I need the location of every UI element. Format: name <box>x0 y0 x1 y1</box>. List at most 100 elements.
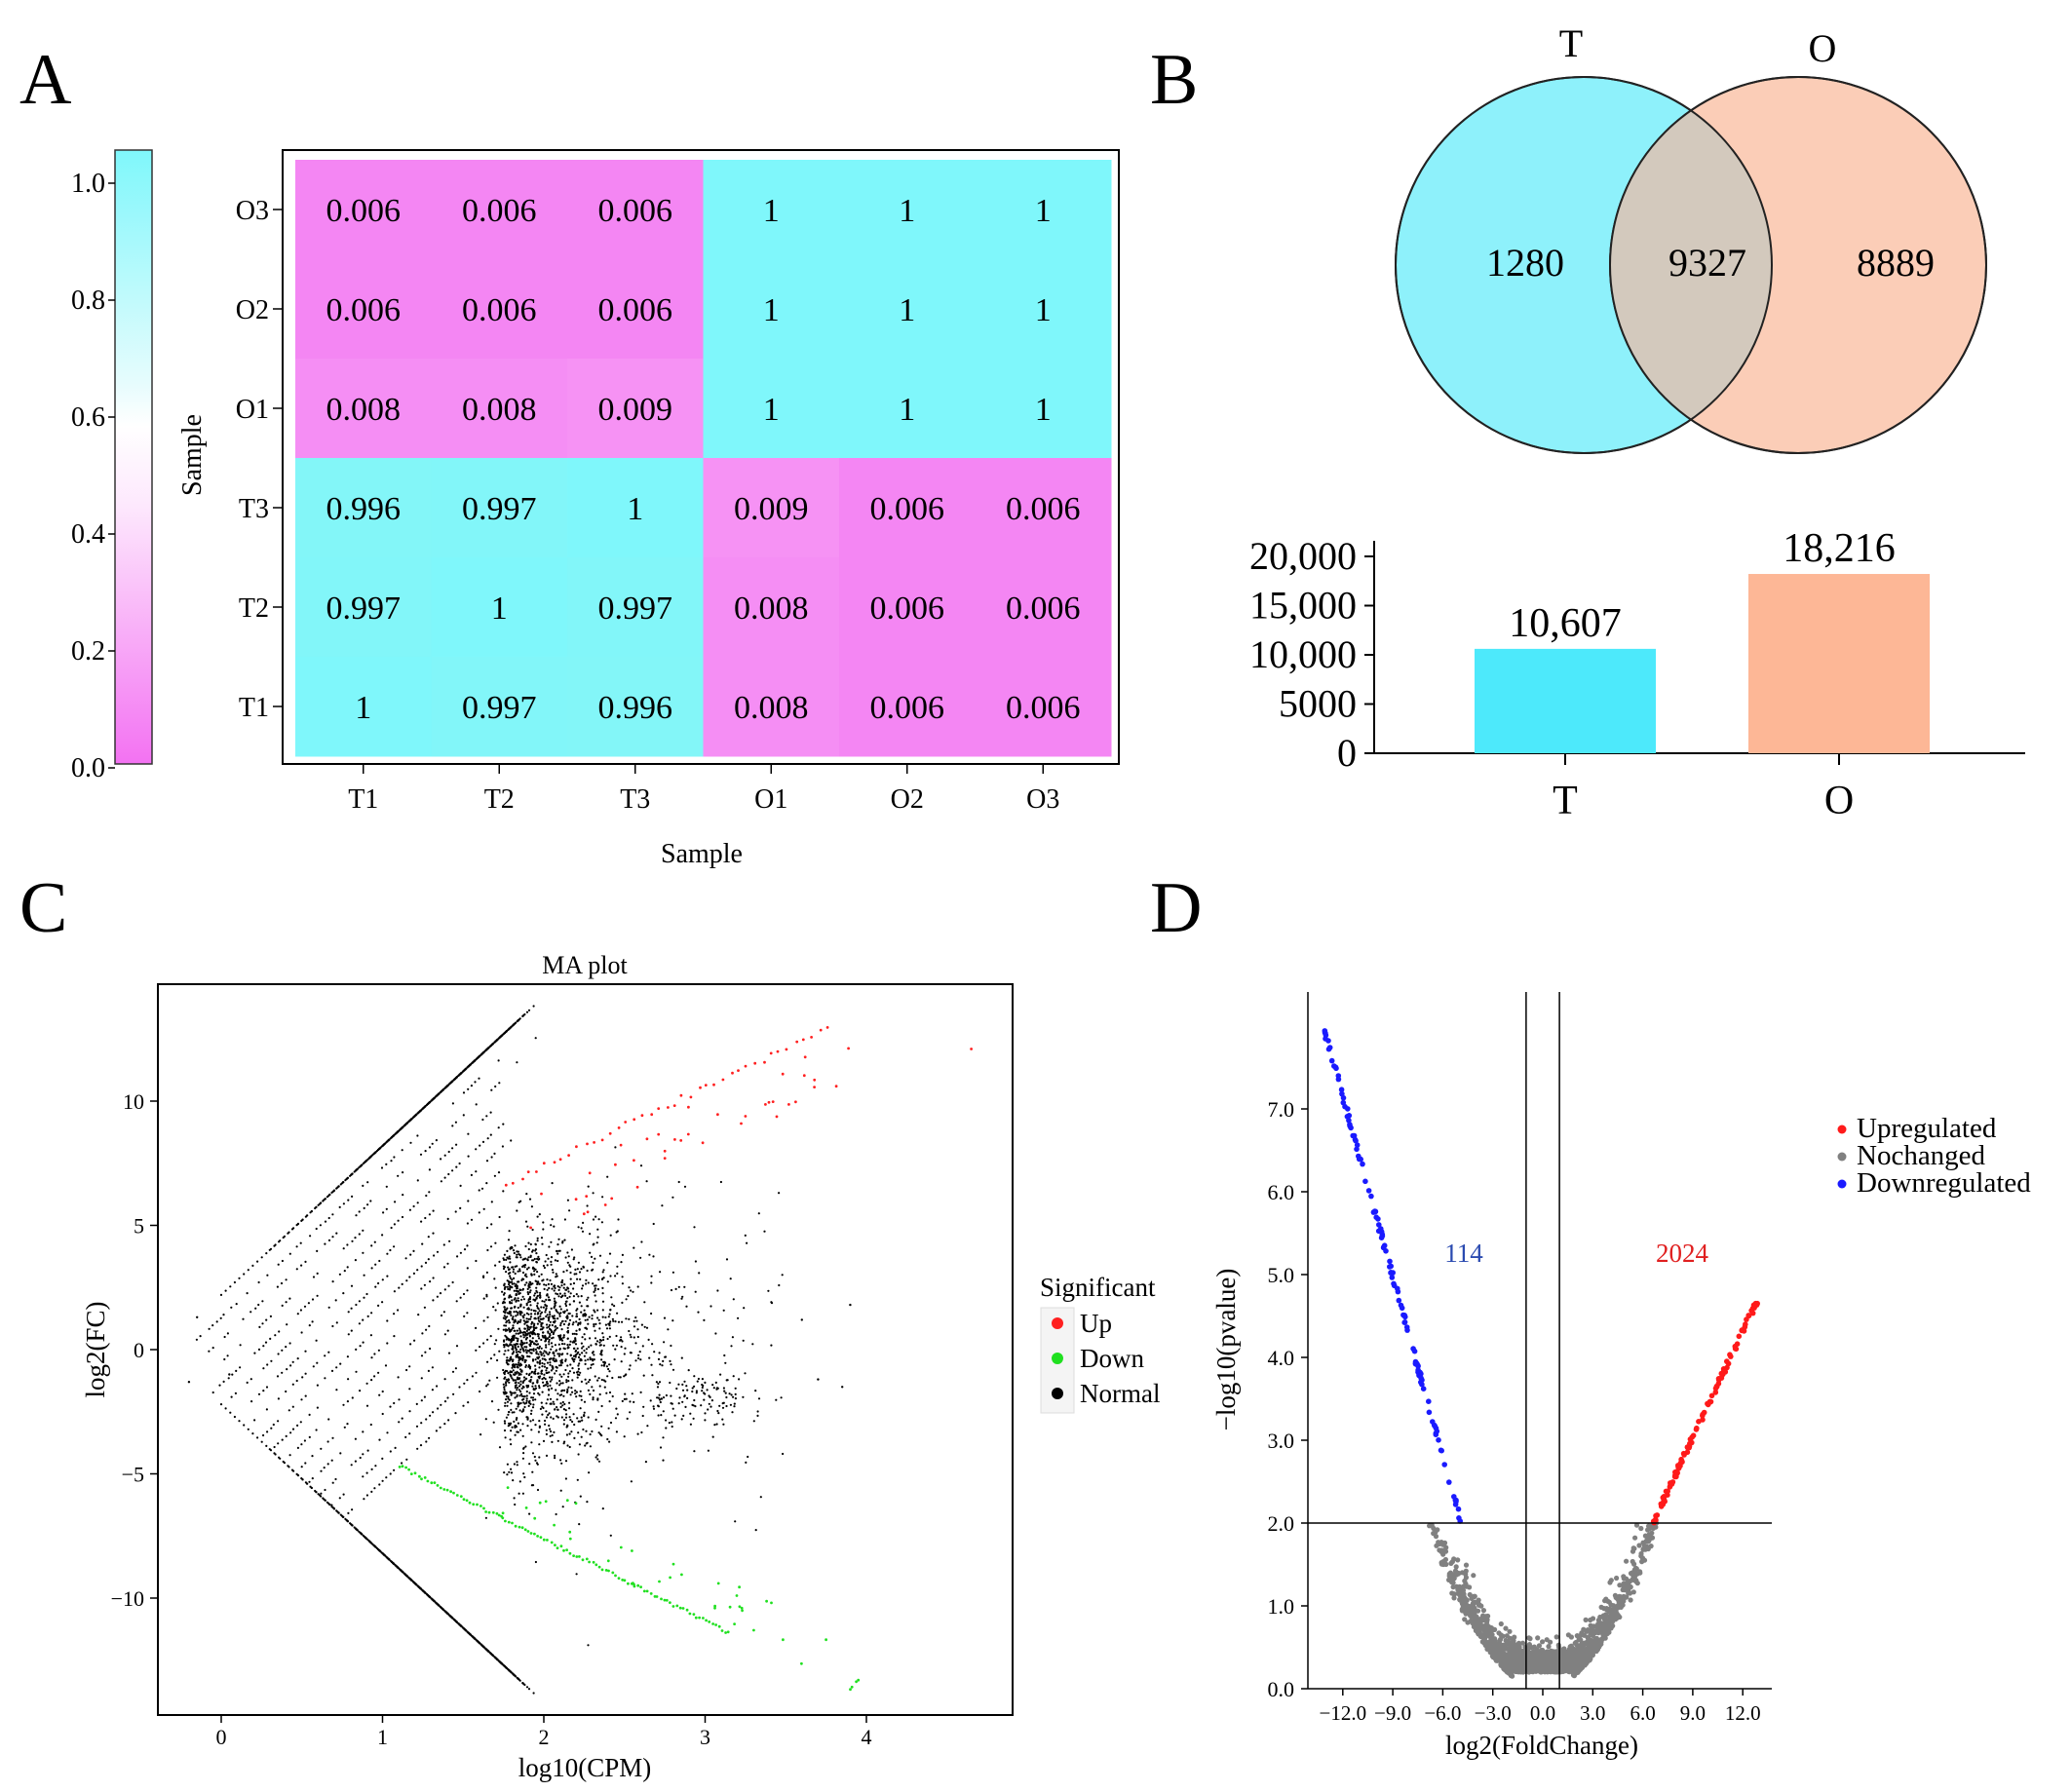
ma-point <box>579 1357 582 1360</box>
ma-point <box>564 1288 567 1291</box>
ma-point-down <box>426 1479 430 1483</box>
ma-point-up <box>686 1132 690 1136</box>
ma-point-down <box>627 1582 630 1585</box>
ma-point <box>531 1259 534 1262</box>
ma-point <box>494 1264 497 1267</box>
ma-point-up <box>721 1078 725 1082</box>
ma-point <box>598 1392 601 1396</box>
ma-point <box>291 1428 295 1430</box>
ma-point <box>506 1370 509 1373</box>
ma-point <box>514 1329 517 1332</box>
ma-point <box>550 1430 553 1433</box>
volcano-point-nc <box>1471 1573 1477 1579</box>
ma-point <box>712 1387 715 1390</box>
ma-point <box>405 1368 408 1372</box>
ma-point <box>583 1400 587 1403</box>
ma-point <box>763 1230 766 1233</box>
ma-point <box>532 1382 535 1385</box>
ma-point <box>344 1179 347 1182</box>
ma-point <box>559 1359 562 1362</box>
ma-point <box>534 1358 537 1361</box>
ma-point <box>265 1318 268 1321</box>
ma-point <box>516 1265 518 1268</box>
ma-point <box>545 1283 548 1286</box>
volcano-point-nc <box>1467 1591 1473 1598</box>
ma-point <box>481 1140 485 1143</box>
ma-point <box>670 1402 672 1405</box>
ma-point <box>573 1256 576 1259</box>
ma-point-up <box>679 1139 683 1142</box>
ma-point <box>513 1282 516 1285</box>
ma-point <box>529 1343 532 1346</box>
ma-point <box>597 1218 600 1221</box>
ma-point <box>563 1292 566 1295</box>
ma-point <box>596 1236 599 1239</box>
ma-point <box>609 1421 613 1425</box>
ma-point <box>591 1352 594 1354</box>
ma-point <box>566 1251 569 1254</box>
ma-point <box>219 1403 223 1406</box>
ma-point <box>536 1322 540 1325</box>
ma-point <box>518 1480 521 1483</box>
ma-point-up <box>803 1055 807 1059</box>
ma-point <box>512 1317 515 1321</box>
ma-point <box>363 1274 365 1277</box>
ma-point <box>564 1368 567 1372</box>
heatmap-cell <box>431 160 568 260</box>
ma-point <box>519 1373 522 1376</box>
ma-point <box>365 1292 368 1296</box>
ma-point <box>470 1173 473 1176</box>
ma-point <box>466 1312 469 1315</box>
ma-point <box>466 1379 469 1382</box>
ma-point <box>507 1239 511 1241</box>
ma-point <box>725 1395 728 1399</box>
ma-point <box>578 1301 582 1304</box>
ma-point <box>532 1005 535 1008</box>
ma-point <box>514 1385 518 1388</box>
ma-point <box>661 1204 664 1207</box>
ma-point <box>303 1305 307 1308</box>
ma-point <box>589 1337 592 1340</box>
ma-point <box>590 1366 593 1369</box>
ma-point <box>496 1659 499 1661</box>
ma-point <box>415 1113 418 1116</box>
ma-point <box>341 1181 344 1184</box>
ma-point <box>497 1171 501 1174</box>
ma-point-down <box>430 1481 434 1485</box>
ma-point <box>565 1309 569 1312</box>
ma-point <box>601 1507 604 1510</box>
ma-point <box>522 1298 526 1301</box>
ma-point <box>223 1357 226 1361</box>
ma-point <box>355 1214 358 1217</box>
ma-x-tick-label: 1 <box>377 1725 388 1749</box>
ma-point-up <box>740 1122 743 1125</box>
ma-point <box>589 1379 592 1382</box>
ma-point-down <box>504 1519 507 1523</box>
ma-point <box>596 1379 599 1382</box>
ma-point <box>441 1089 443 1092</box>
ma-point <box>698 1272 701 1275</box>
ma-point <box>347 1511 350 1514</box>
ma-point <box>432 1411 435 1414</box>
ma-point <box>523 1475 526 1479</box>
ma-point <box>482 1207 485 1210</box>
volcano-point-nc <box>1630 1548 1636 1554</box>
ma-point <box>577 1364 580 1367</box>
heatmap-xlabel: Sample <box>661 839 743 869</box>
ma-point <box>410 1118 413 1121</box>
ma-point-up <box>763 1060 766 1064</box>
ma-point <box>744 1372 747 1375</box>
ma-point <box>511 1377 514 1380</box>
ma-point <box>570 1387 573 1390</box>
ma-point <box>577 1420 580 1423</box>
ma-point <box>619 1338 623 1342</box>
ma-point <box>505 1359 509 1362</box>
ma-point <box>535 1297 538 1300</box>
heatmap-cell-value: 0.006 <box>326 292 402 328</box>
ma-point <box>261 1300 264 1303</box>
ma-point <box>562 1347 565 1350</box>
ma-point <box>537 1317 540 1320</box>
ma-point <box>347 1378 350 1381</box>
ma-point <box>508 1268 511 1271</box>
ma-point <box>553 1297 556 1300</box>
